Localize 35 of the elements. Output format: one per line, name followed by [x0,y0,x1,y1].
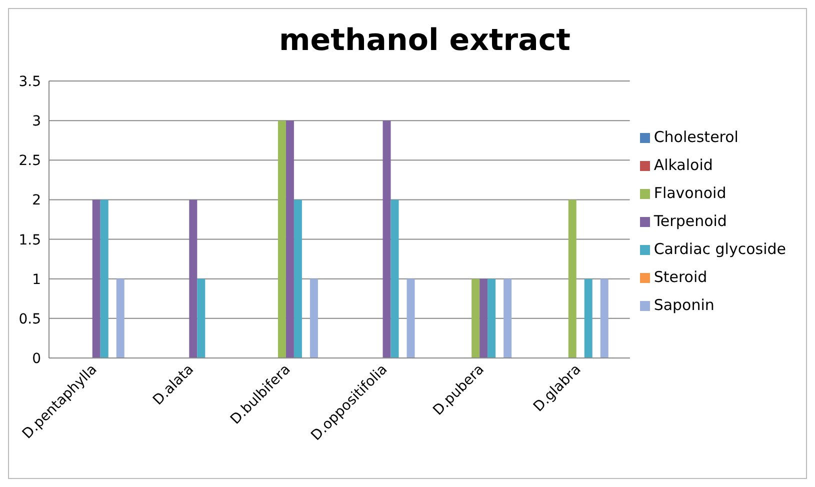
bar [189,200,198,358]
bar [406,278,415,358]
bar [310,278,318,358]
legend-label: Alkaloid [654,156,713,174]
bar [488,278,496,358]
bar [504,278,512,358]
bar [197,278,206,358]
bar [116,278,124,358]
bar [600,278,608,358]
bar [568,200,576,358]
legend-label: Steroid [654,268,708,286]
bar [390,200,399,358]
legend-label: Flavonoid [654,184,726,202]
y-tick-label: 3.5 [18,74,41,90]
y-tick-label: 0.5 [18,311,41,328]
y-tick-label: 2 [32,192,41,209]
bar [382,120,391,358]
y-tick-label: 1 [32,272,41,288]
chart-title: methanol extract [278,22,572,60]
bar [584,278,592,358]
legend-label: Saponin [654,296,714,314]
bar [480,278,488,358]
y-tick-label: 0 [32,350,41,367]
bar [472,278,480,358]
legend-label: Terpenoid [654,212,727,230]
bar [100,200,108,358]
y-tick-label: 2.5 [18,153,41,170]
bar [92,200,100,358]
legend-label: Cholesterol [654,128,738,146]
bar [286,120,294,358]
legend-label: Cardiac glycoside [654,240,786,258]
y-tick-label: 1.5 [18,232,41,248]
bar [278,120,286,358]
y-tick-label: 3 [32,114,41,130]
bar [294,200,302,358]
